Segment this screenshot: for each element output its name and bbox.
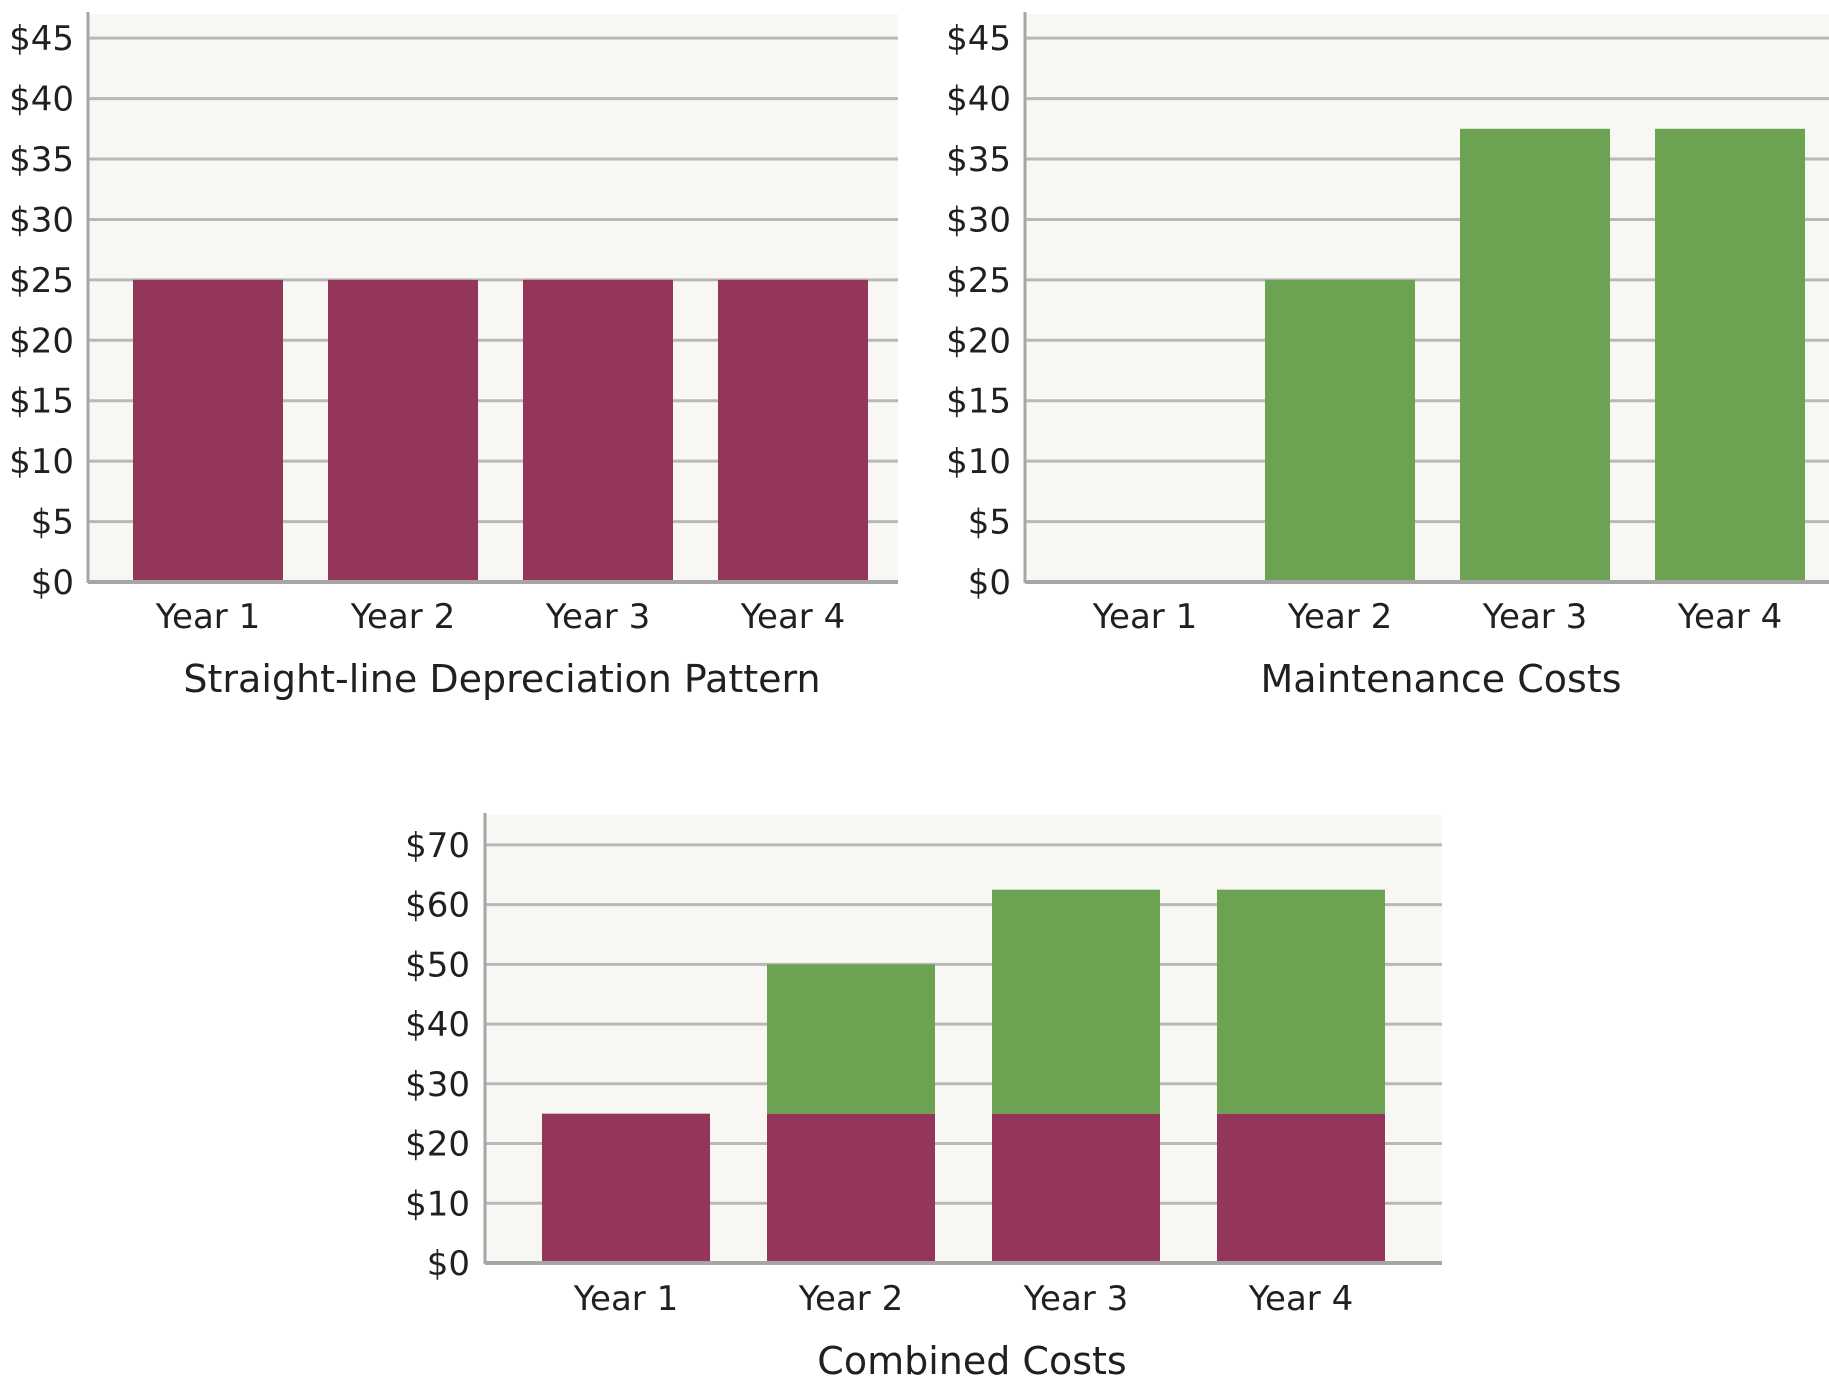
depreciation-ytick-label: $15 [9, 382, 74, 422]
combined-xtick-label: Year 4 [1248, 1279, 1353, 1319]
maintenance-ytick-label: $35 [946, 140, 1011, 180]
depreciation-ytick-label: $0 [31, 563, 74, 603]
combined-ytick-label: $30 [405, 1065, 470, 1105]
maintenance-chart-title: Maintenance Costs [1260, 657, 1621, 701]
maintenance-ytick-label: $0 [968, 563, 1011, 603]
maintenance-ytick-label: $10 [946, 442, 1011, 482]
combined-ytick-label: $70 [405, 826, 470, 866]
combined-bar-maintenance-2 [767, 964, 935, 1114]
maintenance-xtick-label: Year 4 [1677, 597, 1782, 637]
depreciation-ytick-label: $30 [9, 200, 74, 240]
combined-chart-title: Combined Costs [817, 1339, 1126, 1383]
combined-bar-depreciation-3 [992, 1113, 1160, 1263]
combined-xtick-label: Year 2 [798, 1279, 903, 1319]
depreciation-bar-depreciation-1 [133, 279, 283, 582]
depreciation-ytick-label: $5 [31, 503, 74, 543]
depreciation-ytick-label: $25 [9, 261, 74, 301]
combined-bar-depreciation-4 [1217, 1113, 1385, 1263]
combined-bar-maintenance-3 [992, 889, 1160, 1114]
depreciation-bar-depreciation-4 [718, 279, 868, 582]
maintenance-ytick-label: $5 [968, 503, 1011, 543]
combined-xtick-label: Year 1 [573, 1279, 678, 1319]
depreciation-xtick-label: Year 2 [350, 597, 455, 637]
depreciation-bar-depreciation-2 [328, 279, 478, 582]
depreciation-chart: $0 $5 $10 $15 $20 $25 $30 $35 $40 $45 Year 1 Year 2… [9, 12, 898, 701]
depreciation-bar-depreciation-3 [523, 279, 673, 582]
combined-xtick-label: Year 3 [1023, 1279, 1128, 1319]
maintenance-ytick-label: $30 [946, 200, 1011, 240]
combined-ytick-label: $20 [405, 1125, 470, 1165]
maintenance-chart: $0 $5 $10 $15 $20 $25 $30 $35 $40 $45 Year 1 Year 2… [946, 12, 1829, 701]
combined-bar-depreciation-2 [767, 1113, 935, 1263]
depreciation-ytick-label: $35 [9, 140, 74, 180]
depreciation-ytick-label: $20 [9, 321, 74, 361]
depreciation-xtick-label: Year 1 [155, 597, 260, 637]
maintenance-xtick-label: Year 1 [1092, 597, 1197, 637]
maintenance-ytick-label: $20 [946, 321, 1011, 361]
combined-chart: $0 $10 $20 $30 $40 $50 $60 $70 Year 1 Year 2 Year … [405, 813, 1442, 1383]
depreciation-ytick-label: $10 [9, 442, 74, 482]
maintenance-ytick-label: $40 [946, 80, 1011, 120]
maintenance-xtick-label: Year 3 [1482, 597, 1587, 637]
maintenance-bar-maintenance-2 [1265, 279, 1415, 582]
maintenance-ytick-label: $45 [946, 19, 1011, 59]
depreciation-ytick-label: $40 [9, 80, 74, 120]
depreciation-xtick-label: Year 3 [545, 597, 650, 637]
depreciation-chart-title: Straight-line Depreciation Pattern [183, 657, 820, 701]
combined-ytick-label: $10 [405, 1184, 470, 1224]
combined-bar-maintenance-4 [1217, 889, 1385, 1114]
combined-ytick-label: $50 [405, 945, 470, 985]
depreciation-ytick-label: $45 [9, 19, 74, 59]
maintenance-bar-maintenance-3 [1460, 128, 1610, 582]
combined-ytick-label: $60 [405, 886, 470, 926]
combined-ytick-label: $0 [427, 1244, 470, 1284]
maintenance-ytick-label: $15 [946, 382, 1011, 422]
maintenance-bar-maintenance-4 [1655, 128, 1805, 582]
depreciation-xtick-label: Year 4 [740, 597, 845, 637]
maintenance-xtick-label: Year 2 [1287, 597, 1392, 637]
combined-bar-depreciation-1 [542, 1113, 710, 1263]
combined-ytick-label: $40 [405, 1005, 470, 1045]
maintenance-ytick-label: $25 [946, 261, 1011, 301]
